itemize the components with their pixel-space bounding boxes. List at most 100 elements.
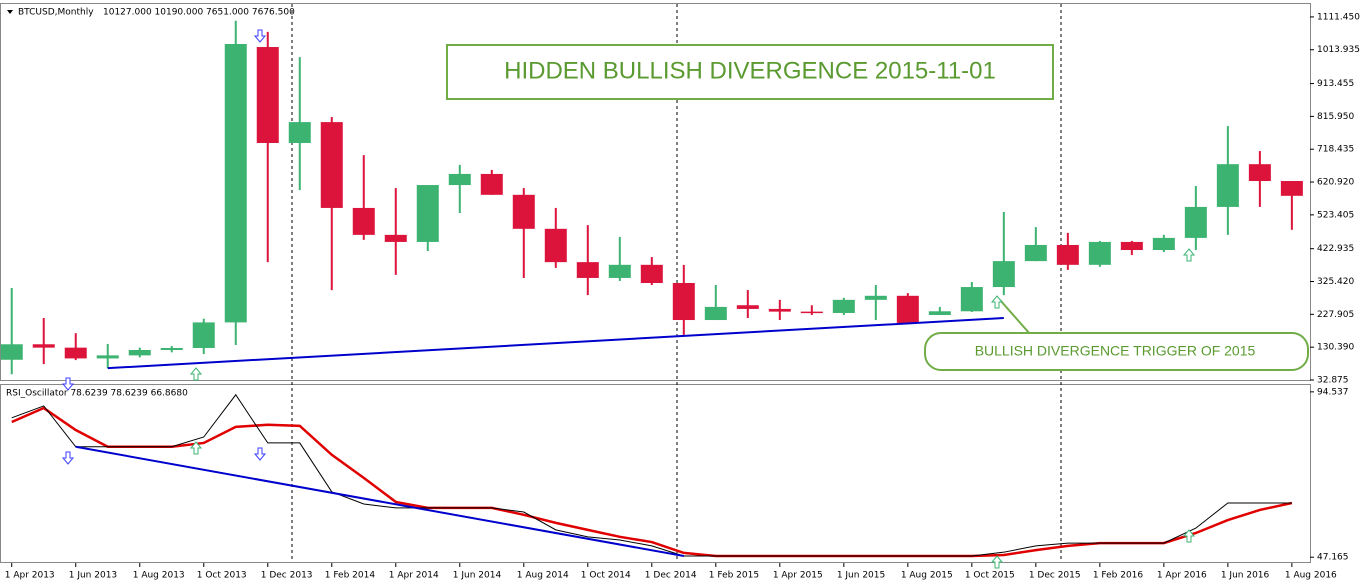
candle-body — [352, 207, 375, 235]
up-arrow — [189, 441, 203, 455]
candle-body — [544, 228, 567, 263]
main-panel — [0, 3, 1311, 381]
candle-body — [32, 344, 55, 348]
y-tick-label: 718.435 — [1317, 145, 1354, 155]
up-arrows — [189, 248, 1196, 569]
callout-text: BULLISH DIVERGENCE TRIGGER OF 2015 — [975, 343, 1256, 359]
candle-body — [64, 347, 87, 359]
quote: 10127.000 10190.000 7651.000 7676.500 — [103, 8, 295, 18]
x-tick-label: 1 Feb 2016 — [1093, 571, 1144, 581]
candle-body — [224, 44, 247, 323]
x-tick-label: 1 Jun 2013 — [69, 571, 117, 581]
candle-body — [704, 306, 727, 321]
y-tick-label: 620.920 — [1317, 178, 1354, 188]
trendline — [107, 317, 1004, 370]
rsi-panel — [0, 384, 1311, 563]
candle-body — [512, 194, 535, 229]
candle-body — [256, 47, 279, 143]
y-tick-label: 913.455 — [1317, 79, 1354, 89]
up-arrow — [1182, 529, 1196, 543]
x-tick-label: 1 Apr 2015 — [773, 571, 823, 581]
callout-box — [924, 332, 1309, 371]
x-tick-label: 1 Oct 2014 — [581, 571, 631, 581]
candle-body — [384, 234, 407, 242]
candle-body — [96, 355, 119, 359]
up-arrow — [990, 555, 1004, 569]
x-tick-label: 1 Aug 2015 — [901, 571, 953, 581]
candle-body — [192, 322, 215, 348]
candle-body — [1056, 244, 1079, 265]
candle-body — [128, 349, 151, 356]
candle-body — [1280, 181, 1303, 196]
candle-body — [1216, 164, 1239, 207]
x-tick-label: 1 Dec 2015 — [1029, 571, 1081, 581]
y-tick-label: 47.165 — [1317, 553, 1349, 563]
rsi-line — [11, 393, 1292, 557]
x-tick-label: 1 Jun 2014 — [453, 571, 502, 581]
candle-body — [1152, 237, 1175, 251]
candle-body — [1248, 164, 1271, 182]
y-tick-label: 1111.450 — [1317, 12, 1360, 22]
down-arrow — [253, 29, 267, 43]
y-tick-label: 1013.935 — [1317, 45, 1360, 55]
x-tick-label: 1 Aug 2016 — [1285, 571, 1337, 581]
candle-body — [448, 173, 471, 186]
y-tick-label: 94.537 — [1317, 387, 1349, 397]
y-tick-label: 227.905 — [1317, 310, 1354, 320]
candle-body — [864, 295, 887, 300]
candle-body — [1120, 241, 1143, 251]
candle-body — [160, 347, 183, 350]
up-arrow — [1182, 248, 1196, 262]
candle-body — [672, 283, 695, 321]
x-tick-label: 1 Apr 2013 — [5, 571, 55, 581]
candle-body — [1184, 206, 1207, 238]
menu-triangle — [7, 10, 13, 14]
up-arrow — [990, 295, 1004, 309]
trendline — [75, 445, 684, 558]
x-tick-label: 1 Apr 2014 — [389, 571, 439, 581]
down-arrow — [61, 377, 75, 391]
x-tick-label: 1 Dec 2013 — [261, 571, 313, 581]
down-arrow — [61, 451, 75, 465]
candle-body — [928, 311, 951, 315]
x-tick-label: 1 Aug 2013 — [133, 571, 185, 581]
down-arrow — [253, 447, 267, 461]
y-tick-label: 130.390 — [1317, 343, 1354, 353]
candle-body — [608, 264, 631, 278]
x-tick-label: 1 Feb 2015 — [709, 571, 759, 581]
plot-layer — [0, 20, 1303, 558]
y-tick-label: 32.875 — [1317, 376, 1349, 386]
candle-body — [960, 287, 983, 312]
rsi-title: RSI_Oscillator 78.6239 78.6239 66.8680 — [6, 389, 188, 399]
candle-body — [768, 308, 791, 312]
x-tick-label: 1 Aug 2014 — [517, 571, 569, 581]
annotation-box — [446, 44, 1054, 100]
candle-body — [416, 185, 439, 242]
candle-body — [736, 305, 759, 309]
y-tick-label: 523.405 — [1317, 210, 1354, 220]
x-tick-label: 1 Jun 2016 — [1221, 571, 1270, 581]
x-tick-label: 1 Apr 2016 — [1157, 571, 1207, 581]
candle-body — [800, 311, 823, 314]
annotation-title: HIDDEN BULLISH DIVERGENCE 2015-11-01 — [504, 57, 996, 84]
rsi-line — [11, 406, 1293, 558]
candle-body — [832, 299, 855, 313]
candle-body — [992, 261, 1015, 288]
candle-body — [320, 122, 343, 208]
callout-pointer — [999, 299, 1031, 335]
down-arrows — [61, 29, 267, 465]
candle-body — [0, 344, 23, 360]
y-tick-label: 325.420 — [1317, 277, 1354, 287]
candle-body — [640, 264, 663, 284]
x-tick-label: 1 Oct 2015 — [965, 571, 1015, 581]
candle-body — [480, 173, 503, 195]
up-arrow — [189, 367, 203, 381]
candle-body — [288, 122, 311, 143]
x-tick-label: 1 Feb 2014 — [325, 571, 376, 581]
symbol-label: BTCUSD,Monthly — [18, 8, 94, 18]
x-tick-label: 1 Oct 2013 — [197, 571, 247, 581]
candle-body — [1088, 241, 1111, 265]
candle-body — [576, 262, 599, 278]
x-tick-label: 1 Jun 2015 — [837, 571, 885, 581]
